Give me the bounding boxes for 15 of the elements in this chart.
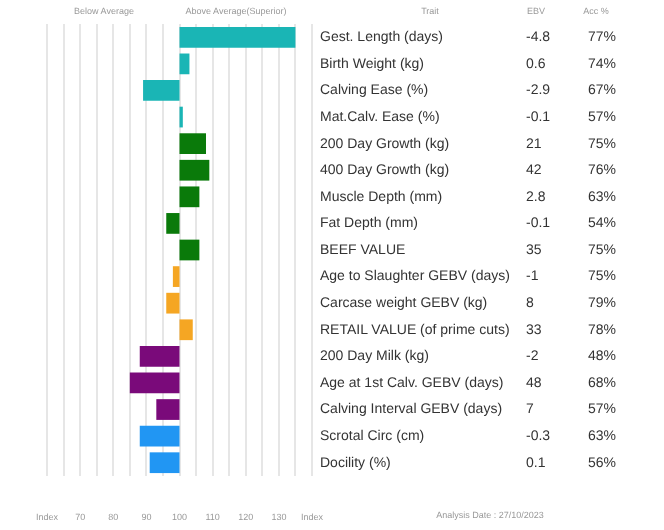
- bar: [149, 452, 180, 474]
- bar: [166, 213, 180, 234]
- bar: [129, 372, 180, 394]
- bar: [139, 345, 180, 367]
- bar: [179, 186, 200, 208]
- bar: [166, 292, 180, 314]
- bar: [179, 133, 206, 155]
- bar: [156, 399, 180, 420]
- bar: [179, 319, 193, 341]
- bar: [143, 80, 180, 101]
- bar: [179, 239, 200, 261]
- bar: [179, 159, 210, 181]
- bar: [179, 26, 296, 48]
- bar: [139, 425, 180, 447]
- bar: [172, 266, 180, 287]
